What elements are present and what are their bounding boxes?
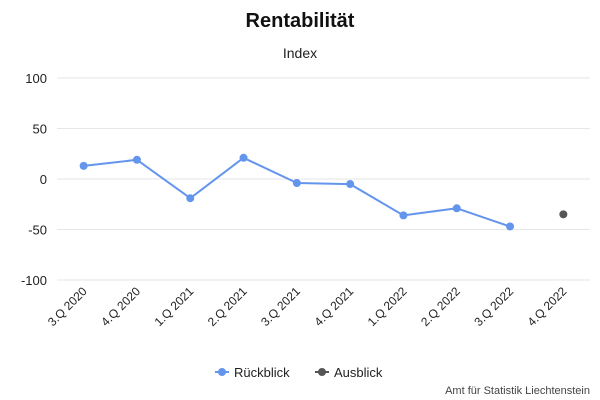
x-tick-label: 2.Q 2022 — [418, 284, 463, 329]
data-point[interactable] — [506, 222, 515, 231]
legend-marker-icon — [318, 368, 326, 376]
data-point[interactable] — [292, 179, 301, 188]
x-tick-label: 3.Q 2022 — [471, 284, 516, 329]
y-tick-label: -50 — [28, 223, 47, 238]
data-point[interactable] — [452, 204, 461, 213]
data-point[interactable] — [559, 210, 568, 219]
x-tick-label: 4.Q 2021 — [311, 284, 356, 329]
data-point[interactable] — [132, 155, 141, 164]
legend-marker-icon — [218, 368, 226, 376]
data-point[interactable] — [239, 153, 248, 162]
y-tick-label: 100 — [25, 71, 47, 86]
legend-label: Rückblick — [234, 365, 290, 380]
data-point[interactable] — [346, 180, 355, 189]
legend-item[interactable]: Ausblick — [315, 365, 383, 380]
legend: Rückblick Ausblick — [215, 365, 383, 380]
x-tick-label: 1.Q 2022 — [365, 284, 410, 329]
x-axis-ticks: 3.Q 2020 4.Q 2020 1.Q 2021 2.Q 2021 3.Q 2021… — [45, 284, 570, 329]
legend-label: Ausblick — [334, 365, 383, 380]
x-tick-label: 3.Q 2021 — [258, 284, 303, 329]
x-tick-label: 4.Q 2022 — [525, 284, 570, 329]
series-line — [83, 156, 511, 228]
y-tick-label: -100 — [21, 273, 47, 288]
x-tick-label: 3.Q 2020 — [45, 284, 90, 329]
chart-title: Rentabilität — [246, 10, 355, 32]
x-tick-label: 2.Q 2021 — [205, 284, 250, 329]
credits: Amt für Statistik Liechtenstein — [445, 385, 590, 397]
gridlines — [57, 77, 590, 281]
legend-item[interactable]: Rückblick — [215, 365, 290, 380]
data-point[interactable] — [79, 161, 88, 170]
y-tick-label: 50 — [33, 122, 47, 137]
x-tick-label: 1.Q 2021 — [152, 284, 197, 329]
x-tick-label: 4.Q 2020 — [98, 284, 143, 329]
chart-subtitle: Index — [283, 45, 317, 61]
data-point[interactable] — [186, 194, 195, 203]
series-0 — [79, 153, 515, 231]
y-tick-label: 0 — [40, 172, 47, 187]
series-1 — [559, 210, 568, 219]
series — [79, 153, 568, 231]
y-axis-ticks: 100 50 0 -50 -100 — [21, 71, 47, 288]
data-point[interactable] — [399, 211, 408, 220]
